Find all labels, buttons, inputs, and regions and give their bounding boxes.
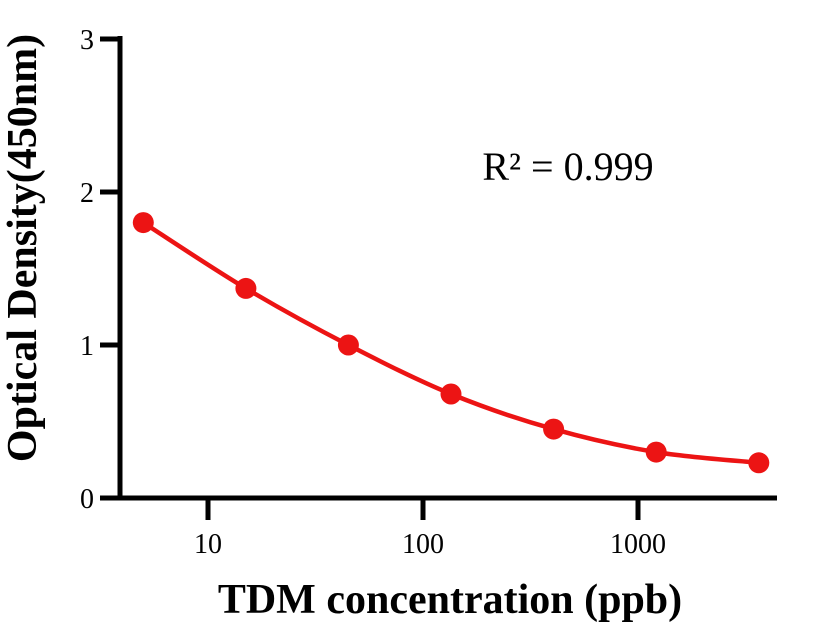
x-axis-title: TDM concentration (ppb) bbox=[218, 577, 682, 623]
x-tick-label: 100 bbox=[402, 529, 444, 560]
data-point-marker bbox=[748, 452, 770, 474]
data-point-marker bbox=[337, 334, 359, 356]
y-tick-label: 0 bbox=[80, 484, 94, 515]
data-point-marker bbox=[645, 441, 667, 463]
data-point-marker bbox=[235, 277, 257, 299]
data-series bbox=[132, 212, 770, 474]
x-tick-label: 10 bbox=[194, 529, 222, 560]
y-axis-title: Optical Density(450nm) bbox=[0, 34, 46, 462]
data-point-marker bbox=[440, 383, 462, 405]
r-squared-annotation: R² = 0.999 bbox=[482, 144, 653, 189]
x-tick-label: 1000 bbox=[610, 529, 666, 560]
y-tick-label: 1 bbox=[80, 331, 94, 362]
data-point-marker bbox=[543, 418, 565, 440]
y-tick-label: 2 bbox=[80, 178, 94, 209]
y-axis-ticks: 0 1 2 3 bbox=[80, 25, 120, 515]
y-tick-label: 3 bbox=[80, 25, 94, 56]
fit-curve bbox=[141, 220, 762, 466]
x-axis-ticks: 10 100 1000 bbox=[194, 498, 666, 560]
data-point-marker bbox=[132, 212, 154, 234]
